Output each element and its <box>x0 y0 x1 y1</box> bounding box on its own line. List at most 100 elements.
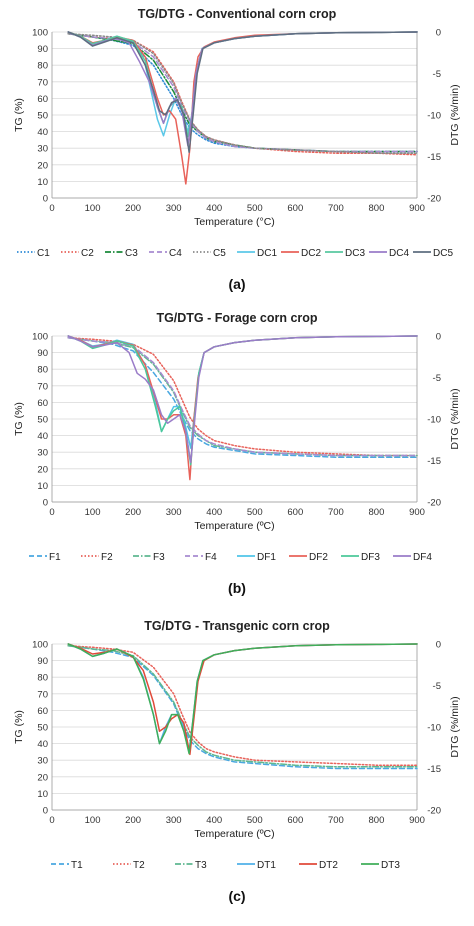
y2-tick-label: -5 <box>433 69 441 80</box>
y-tick-label: 100 <box>32 640 48 651</box>
y-tick-label: 50 <box>37 111 48 122</box>
y-tick-label: 20 <box>37 772 48 783</box>
series-line-f4 <box>67 336 418 457</box>
y-tick-label: 60 <box>37 94 48 105</box>
y2-axis-label: DTG (%/min) <box>449 84 461 145</box>
panel-label: (c) <box>228 888 245 904</box>
series-line-c3 <box>67 32 418 153</box>
series-line-c4 <box>67 32 418 153</box>
legend-label: DF4 <box>413 552 432 563</box>
x-tick-label: 100 <box>85 815 101 826</box>
legend-label: F1 <box>49 552 61 563</box>
y-tick-label: 60 <box>37 706 48 717</box>
y-tick-label: 40 <box>37 739 48 750</box>
x-tick-label: 700 <box>328 507 344 518</box>
chart-title: TG/DTG - Forage corn crop <box>156 311 317 325</box>
legend-label: C3 <box>125 248 138 259</box>
series-line-df3 <box>67 335 418 466</box>
legend-label: DC3 <box>345 248 365 259</box>
chart-title: TG/DTG - Transgenic corn crop <box>144 619 330 633</box>
series-lines <box>67 643 418 770</box>
y2-axis-label: DTG (%/min) <box>449 696 461 757</box>
x-tick-label: 300 <box>166 815 182 826</box>
y2-tick-label: 0 <box>436 28 441 39</box>
legend-label: DF1 <box>257 552 276 563</box>
y2-tick-label: 0 <box>436 332 441 343</box>
y-tick-label: 20 <box>37 160 48 171</box>
series-line-dc1 <box>67 31 418 137</box>
series-line-dc5 <box>67 31 418 154</box>
x-tick-label: 100 <box>85 203 101 214</box>
x-tick-label: 900 <box>409 203 425 214</box>
x-tick-label: 300 <box>166 203 182 214</box>
y-tick-label: 90 <box>37 656 48 667</box>
series-line-f1 <box>67 336 418 458</box>
series-line-t2 <box>67 644 418 766</box>
legend-label: C5 <box>213 248 226 259</box>
x-tick-label: 400 <box>206 507 222 518</box>
x-tick-label: 500 <box>247 815 263 826</box>
x-axis-label: Temperature (ºC) <box>194 520 274 532</box>
series-line-c5 <box>67 32 418 154</box>
x-tick-label: 0 <box>49 203 54 214</box>
legend-label: C1 <box>37 248 50 259</box>
x-tick-label: 600 <box>287 815 303 826</box>
legend-label: DC5 <box>433 248 453 259</box>
gridlines <box>52 335 417 503</box>
y-tick-label: 0 <box>43 806 48 817</box>
gridlines <box>52 31 417 199</box>
legend-label: DF3 <box>361 552 380 563</box>
legend: F1 F2 F3 F4 DF1 DF2 DF3 DF4 <box>29 552 432 563</box>
legend-label: DT1 <box>257 860 276 871</box>
legend-label: DT3 <box>381 860 400 871</box>
legend-label: DC2 <box>301 248 321 259</box>
x-tick-label: 500 <box>247 507 263 518</box>
y-tick-label: 80 <box>37 61 48 72</box>
y2-tick-label: -15 <box>427 456 441 467</box>
y-tick-label: 10 <box>37 789 48 800</box>
y-tick-label: 100 <box>32 332 48 343</box>
series-line-c1 <box>67 32 418 153</box>
x-tick-label: 700 <box>328 815 344 826</box>
x-tick-label: 700 <box>328 203 344 214</box>
x-tick-label: 0 <box>49 815 54 826</box>
legend-label: F4 <box>205 552 217 563</box>
x-tick-label: 900 <box>409 815 425 826</box>
y2-tick-label: -5 <box>433 681 441 692</box>
panel-label: (b) <box>228 580 246 596</box>
x-tick-label: 200 <box>125 815 141 826</box>
y-tick-label: 80 <box>37 365 48 376</box>
x-tick-label: 200 <box>125 507 141 518</box>
legend-label: DT2 <box>319 860 338 871</box>
y-tick-label: 60 <box>37 398 48 409</box>
y2-axis-label: DTG (%/min) <box>449 388 461 449</box>
series-line-dt3 <box>67 643 418 755</box>
x-tick-label: 500 <box>247 203 263 214</box>
legend-label: DF2 <box>309 552 328 563</box>
series-line-dc3 <box>67 31 418 138</box>
y-tick-label: 40 <box>37 127 48 138</box>
y-tick-label: 10 <box>37 481 48 492</box>
y-tick-label: 70 <box>37 689 48 700</box>
x-tick-label: 800 <box>369 203 385 214</box>
x-tick-label: 100 <box>85 507 101 518</box>
x-axis-label: Temperature (°C) <box>194 216 275 228</box>
legend-label: F2 <box>101 552 113 563</box>
legend-label: C2 <box>81 248 94 259</box>
series-line-t1 <box>67 644 418 770</box>
y-tick-label: 90 <box>37 348 48 359</box>
y-tick-label: 70 <box>37 77 48 88</box>
y-tick-label: 0 <box>43 498 48 509</box>
y-axis-label: TG (%) <box>13 98 25 132</box>
y-tick-label: 30 <box>37 756 48 767</box>
legend-label: T1 <box>71 860 83 871</box>
legend-label: T2 <box>133 860 145 871</box>
x-tick-label: 400 <box>206 815 222 826</box>
y2-tick-label: -5 <box>433 373 441 384</box>
y-tick-label: 40 <box>37 431 48 442</box>
y2-tick-label: -20 <box>427 498 441 509</box>
